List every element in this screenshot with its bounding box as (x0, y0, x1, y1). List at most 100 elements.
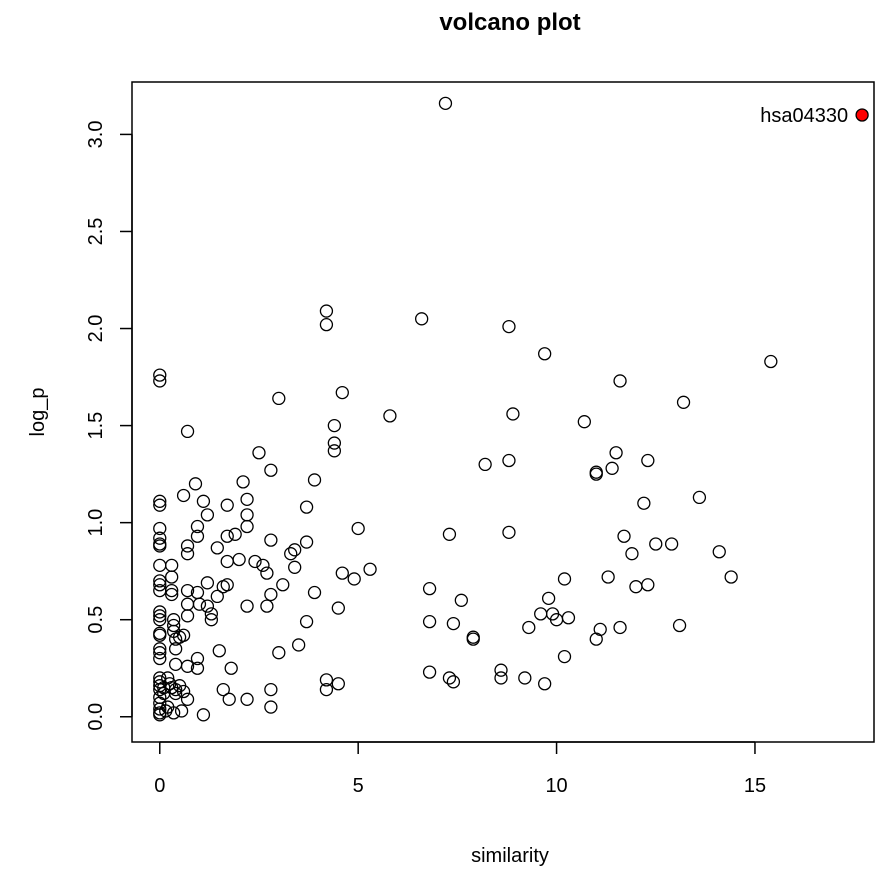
data-point (153, 642, 167, 656)
data-point (327, 436, 342, 450)
data-point (192, 597, 207, 611)
data-point (557, 572, 572, 586)
data-point (327, 444, 342, 458)
data-point (506, 407, 520, 421)
data-point (454, 593, 468, 607)
y-tick-label: 2.5 (85, 218, 107, 246)
data-point (538, 347, 552, 361)
data-point (534, 607, 548, 621)
data-point (210, 589, 224, 604)
data-point (196, 708, 211, 722)
data-point (240, 508, 254, 522)
data-point (446, 675, 461, 689)
data-point (153, 613, 167, 627)
data-point (153, 605, 167, 619)
y-tick-label: 0.0 (85, 703, 107, 731)
data-point (672, 618, 687, 633)
data-point (153, 374, 167, 388)
data-point (541, 591, 556, 606)
data-point (190, 519, 205, 534)
data-point (180, 692, 195, 706)
data-point (335, 385, 349, 400)
data-point (613, 620, 627, 635)
y-axis-label: log_p (27, 388, 49, 437)
data-point (180, 539, 195, 553)
data-point (167, 618, 181, 633)
data-point (617, 529, 631, 543)
data-point (538, 677, 552, 691)
data-point (260, 599, 274, 613)
data-point (422, 665, 437, 679)
data-point (220, 498, 234, 512)
data-point (641, 578, 655, 592)
data-point (276, 578, 290, 592)
chart-title: volcano plot (439, 9, 580, 36)
data-point (494, 663, 508, 677)
x-tick-label: 15 (744, 775, 766, 797)
data-point (629, 580, 643, 594)
data-point (153, 628, 167, 642)
data-point (422, 614, 437, 629)
data-point (442, 527, 457, 541)
data-point (637, 496, 651, 510)
data-point (319, 673, 334, 687)
data-point (272, 391, 286, 406)
x-tick-label: 0 (154, 775, 165, 797)
data-point (220, 554, 234, 569)
y-tick-label: 3.0 (85, 121, 107, 149)
y-axis: 0.0 0.5 1.0 1.5 2.0 2.5 3.0 (85, 121, 133, 731)
data-point (292, 638, 306, 652)
highlight-group: hsa04330 (760, 105, 869, 127)
data-point (176, 628, 191, 642)
highlight-point (855, 108, 869, 122)
data-points (153, 96, 778, 722)
data-point (577, 415, 591, 429)
data-point (331, 601, 345, 615)
data-point (641, 453, 655, 468)
data-point (240, 692, 254, 706)
data-point (204, 607, 219, 621)
data-point (228, 527, 242, 541)
data-point (224, 661, 238, 675)
data-point (264, 533, 278, 547)
data-point (605, 461, 619, 475)
data-point (557, 649, 572, 664)
data-point (212, 644, 226, 658)
y-tick-label: 1.0 (85, 509, 107, 537)
data-point (649, 537, 663, 551)
highlight-label: hsa04330 (760, 105, 848, 127)
x-tick-label: 5 (353, 775, 364, 797)
data-point (248, 554, 262, 569)
data-point (222, 692, 236, 706)
data-point (165, 583, 179, 598)
data-point (200, 576, 215, 590)
data-point (168, 642, 183, 656)
data-point (180, 597, 195, 611)
data-point (593, 622, 607, 637)
data-point (307, 473, 322, 487)
data-point (200, 599, 215, 613)
data-point (299, 535, 314, 549)
data-point (204, 613, 219, 627)
data-point (522, 620, 536, 635)
data-point (153, 702, 167, 716)
data-point (153, 609, 167, 623)
data-point (190, 661, 205, 675)
data-point (153, 578, 167, 592)
data-point (415, 312, 429, 326)
data-point (165, 587, 179, 602)
data-point (153, 539, 167, 553)
data-point (196, 494, 211, 508)
data-point (613, 374, 627, 388)
data-point (561, 611, 576, 625)
data-point (712, 545, 726, 559)
data-point (180, 547, 195, 561)
data-point (153, 368, 167, 382)
data-point (327, 418, 342, 433)
data-point (363, 562, 377, 576)
data-point (335, 566, 349, 580)
data-point (165, 558, 179, 573)
data-point (284, 547, 298, 561)
data-point (260, 566, 274, 580)
